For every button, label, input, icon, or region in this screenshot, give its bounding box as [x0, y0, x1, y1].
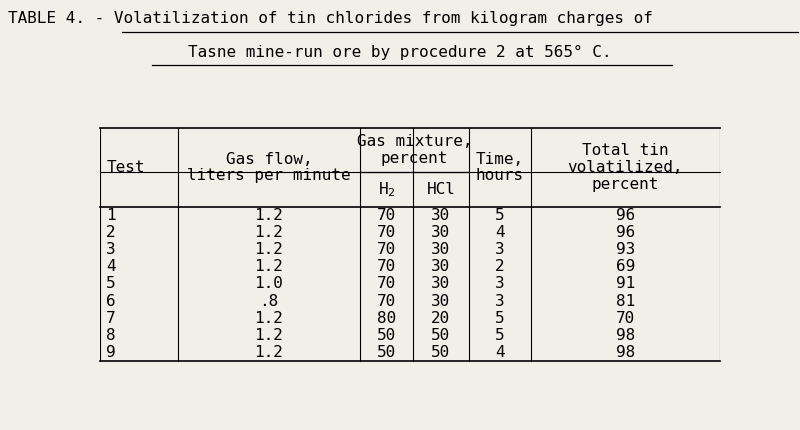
Text: volatilized,: volatilized, [568, 160, 683, 175]
Text: 1.2: 1.2 [254, 345, 283, 359]
Text: 91: 91 [616, 276, 635, 292]
Text: 7: 7 [106, 310, 116, 326]
Text: percent: percent [381, 151, 448, 166]
Text: 98: 98 [616, 345, 635, 359]
Text: 80: 80 [377, 310, 396, 326]
Text: 5: 5 [495, 310, 505, 326]
Text: 81: 81 [616, 294, 635, 308]
Text: 20: 20 [431, 310, 450, 326]
Text: .8: .8 [259, 294, 278, 308]
Text: 3: 3 [495, 276, 505, 292]
Text: 1.2: 1.2 [254, 208, 283, 223]
Text: 1.2: 1.2 [254, 225, 283, 240]
Text: HCl: HCl [426, 182, 455, 197]
Text: 70: 70 [377, 243, 396, 257]
Text: 70: 70 [377, 225, 396, 240]
Text: 70: 70 [377, 259, 396, 274]
Text: 50: 50 [431, 328, 450, 343]
Text: Gas mixture,: Gas mixture, [357, 134, 472, 149]
Text: 50: 50 [377, 328, 396, 343]
Text: Gas flow,: Gas flow, [226, 152, 312, 167]
Text: 30: 30 [431, 225, 450, 240]
Text: 30: 30 [431, 243, 450, 257]
Text: 70: 70 [377, 208, 396, 223]
Text: 70: 70 [377, 294, 396, 308]
Text: Total tin: Total tin [582, 144, 669, 158]
Text: 30: 30 [431, 259, 450, 274]
Text: 30: 30 [431, 208, 450, 223]
Text: H$_2$: H$_2$ [378, 181, 396, 199]
Text: Test: Test [106, 160, 145, 175]
Text: 70: 70 [616, 310, 635, 326]
Text: 6: 6 [106, 294, 116, 308]
Text: 30: 30 [431, 294, 450, 308]
Text: 96: 96 [616, 225, 635, 240]
Text: 96: 96 [616, 208, 635, 223]
Text: Tasne mine-run ore by procedure 2 at 565° C.: Tasne mine-run ore by procedure 2 at 565… [188, 45, 612, 60]
Text: 3: 3 [495, 243, 505, 257]
Text: 1.2: 1.2 [254, 310, 283, 326]
Text: 1.2: 1.2 [254, 259, 283, 274]
Text: 8: 8 [106, 328, 116, 343]
Text: 2: 2 [495, 259, 505, 274]
Text: 50: 50 [377, 345, 396, 359]
Text: 50: 50 [431, 345, 450, 359]
Text: 1: 1 [106, 208, 116, 223]
Text: 9: 9 [106, 345, 116, 359]
Text: 5: 5 [106, 276, 116, 292]
Text: 4: 4 [495, 345, 505, 359]
Text: 98: 98 [616, 328, 635, 343]
Text: 70: 70 [377, 276, 396, 292]
Text: 1.0: 1.0 [254, 276, 283, 292]
Text: 1.2: 1.2 [254, 243, 283, 257]
Text: percent: percent [592, 177, 659, 191]
Text: 4: 4 [106, 259, 116, 274]
Text: 5: 5 [495, 208, 505, 223]
Text: 69: 69 [616, 259, 635, 274]
Text: 1.2: 1.2 [254, 328, 283, 343]
Text: TABLE 4. - Volatilization of tin chlorides from kilogram charges of: TABLE 4. - Volatilization of tin chlorid… [8, 11, 653, 26]
Text: 4: 4 [495, 225, 505, 240]
Text: Time,: Time, [476, 152, 524, 167]
Text: 93: 93 [616, 243, 635, 257]
Text: 5: 5 [495, 328, 505, 343]
Text: liters per minute: liters per minute [187, 168, 350, 183]
Text: 3: 3 [495, 294, 505, 308]
Text: 30: 30 [431, 276, 450, 292]
Text: hours: hours [476, 168, 524, 183]
Text: 2: 2 [106, 225, 116, 240]
Text: 3: 3 [106, 243, 116, 257]
